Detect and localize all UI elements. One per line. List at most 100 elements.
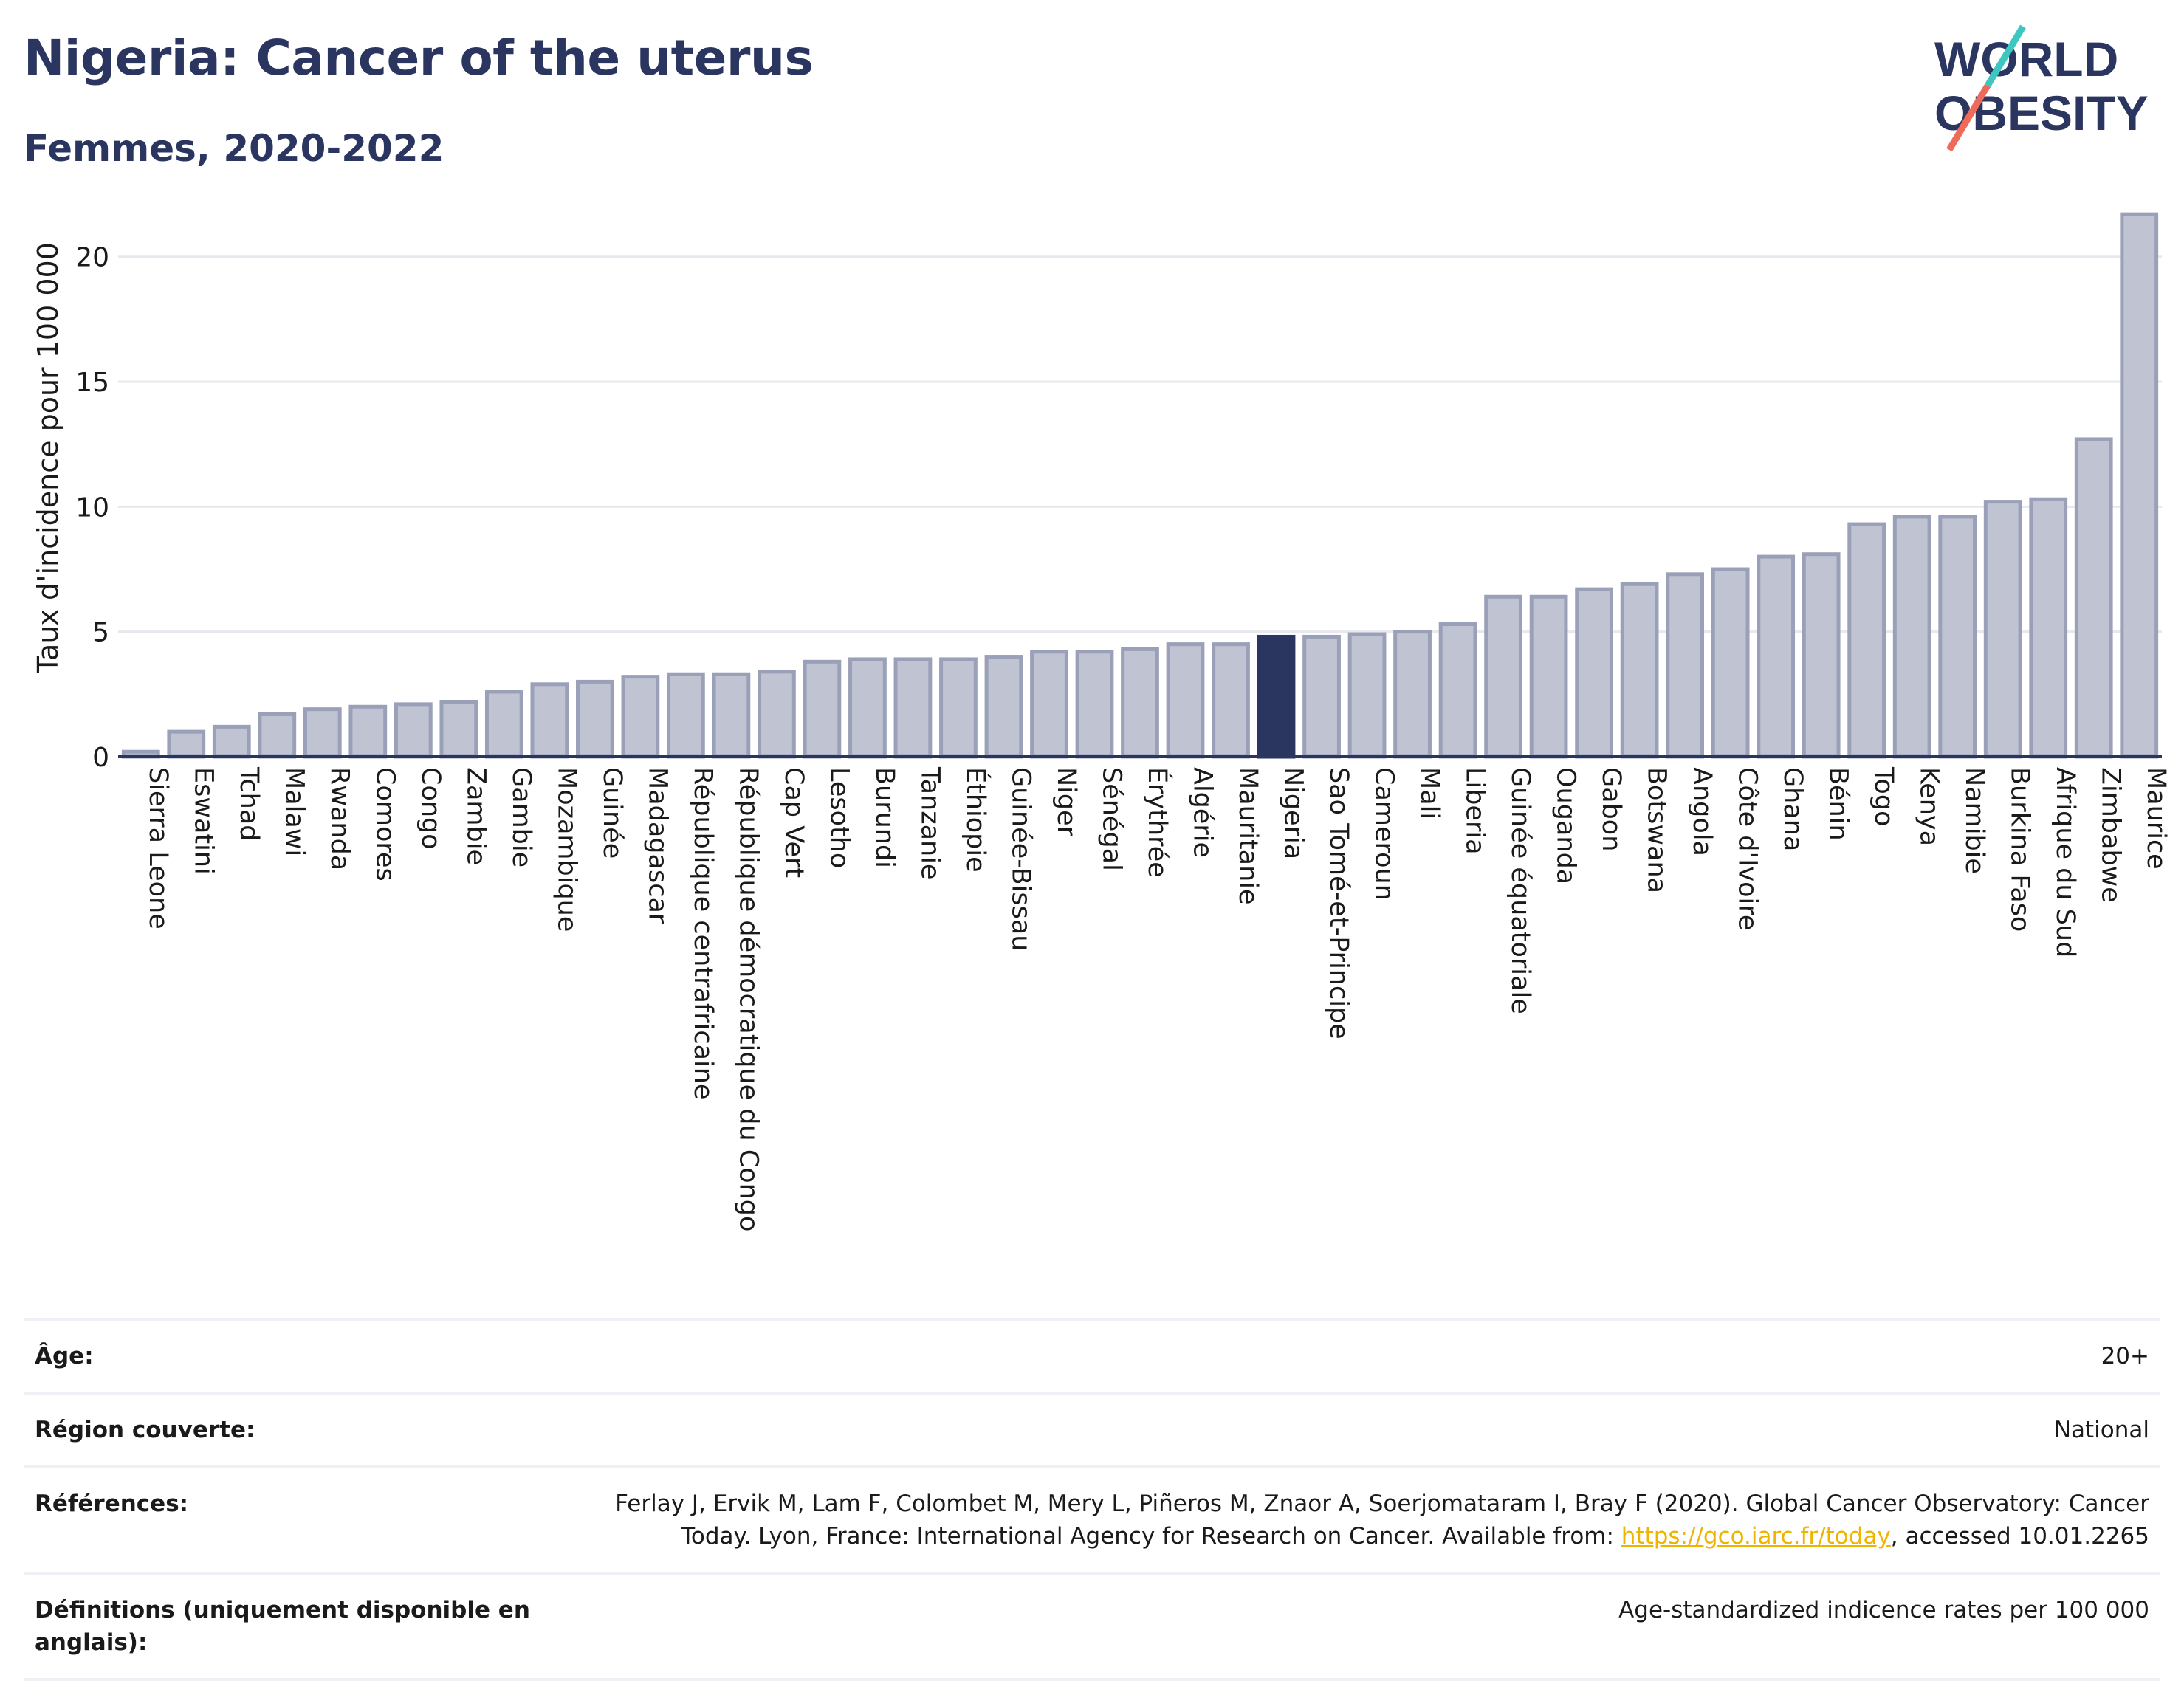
bar	[2074, 437, 2113, 759]
bar	[1983, 500, 2022, 759]
x-tick-label: Côte d'Ivoire	[1733, 767, 1762, 930]
bar	[2120, 212, 2159, 759]
references-label: Références:	[35, 1491, 189, 1517]
x-tick-label: Mauritanie	[1233, 767, 1263, 905]
bar	[758, 670, 796, 759]
x-tick-label: Eswatini	[188, 767, 218, 875]
bar-chart: 0 5 10 15 20 Sierra Leone Eswatini Tchad Malawi…	[32, 212, 2171, 1231]
bar	[893, 657, 933, 759]
bar	[667, 672, 705, 759]
metadata-table: Âge: 20+ Région couverte: National Référ…	[24, 1318, 2160, 1681]
age-value: 20+	[2101, 1343, 2149, 1369]
x-tick-label: Gambie	[506, 767, 536, 867]
bar	[939, 657, 978, 759]
y-tick-label: 5	[92, 618, 109, 648]
logo-slash-coral	[1946, 83, 1991, 152]
bar-highlighted	[1257, 634, 1296, 759]
region-value: National	[2053, 1417, 2149, 1443]
x-tick-label: Comores	[370, 767, 399, 881]
bar	[1529, 594, 1568, 759]
bar	[303, 707, 342, 759]
x-tick-label: Lesotho	[824, 767, 854, 868]
x-tick-labels: Sierra Leone Eswatini Tchad Malawi Rwanda Com…	[143, 766, 2171, 1231]
bar	[1620, 582, 1659, 759]
bar	[212, 724, 251, 759]
x-tick-label: Mozambique	[552, 767, 581, 932]
x-tick-label: Ghana	[1778, 767, 1807, 851]
bars	[118, 212, 2162, 759]
bar	[530, 682, 569, 759]
bar	[1438, 622, 1477, 759]
x-tick-label: Kenya	[1915, 767, 1944, 846]
meta-row-references: Références: Ferlay J, Ervik M, Lam F, Co…	[24, 1465, 2160, 1572]
x-tick-label: République démocratique du Congo	[733, 767, 763, 1231]
y-tick-labels: 0 5 10 15 20	[75, 243, 109, 773]
y-axis-label: Taux d'incidence pour 100 000	[32, 242, 64, 674]
bar	[848, 657, 887, 759]
bar	[712, 672, 751, 759]
bar	[1075, 650, 1114, 759]
bar	[1847, 522, 1886, 759]
x-tick-label: Érythrée	[1142, 767, 1173, 878]
meta-row-region: Région couverte: National	[24, 1392, 2160, 1465]
references-text-before-link: Today. Lyon, France: International Agenc…	[681, 1523, 1621, 1550]
bar	[984, 655, 1023, 759]
region-label: Région couverte:	[35, 1417, 255, 1443]
x-tick-label: République centrafricaine	[688, 767, 718, 1100]
x-tick-label: Congo	[416, 767, 445, 850]
chart-title: Nigeria: Cancer of the uterus	[24, 30, 814, 86]
bar	[1892, 515, 1931, 759]
bar	[1802, 552, 1841, 759]
x-tick-label: Cameroun	[1370, 767, 1399, 901]
x-tick-label: Nigeria	[1279, 767, 1308, 859]
bar	[2029, 497, 2068, 759]
x-tick-label: Ouganda	[1551, 767, 1581, 884]
bar	[1666, 572, 1705, 759]
x-tick-label: Zambie	[461, 767, 490, 865]
references-value: Ferlay J, Ervik M, Lam F, Colombet M, Me…	[548, 1468, 2160, 1572]
x-tick-label: Guinée équatoriale	[1505, 767, 1535, 1014]
bar	[1121, 647, 1159, 759]
chart-subtitle: Femmes, 2020-2022	[24, 127, 444, 170]
x-tick-label: Liberia	[1460, 767, 1490, 855]
references-text-line1: Ferlay J, Ervik M, Lam F, Colombet M, Me…	[615, 1491, 2149, 1517]
x-tick-label: Togo	[1869, 766, 1898, 826]
bar	[167, 729, 206, 759]
x-tick-label: Namibie	[1960, 767, 1989, 874]
y-tick-label: 20	[75, 243, 109, 273]
x-tick-label: Malawi	[279, 767, 309, 856]
x-tick-label: Cap Vert	[779, 767, 808, 878]
bar	[803, 659, 842, 759]
meta-row-age: Âge: 20+	[24, 1318, 2160, 1392]
references-link[interactable]: https://gco.iarc.fr/today	[1621, 1523, 1891, 1550]
x-tick-label: Tchad	[234, 766, 264, 842]
bar	[1711, 567, 1750, 759]
bar	[1575, 587, 1613, 759]
bar	[1938, 515, 1977, 759]
x-tick-label: Sierra Leone	[143, 767, 173, 929]
age-label: Âge:	[35, 1343, 94, 1369]
bar	[1484, 594, 1522, 759]
y-tick-label: 0	[92, 743, 109, 773]
bar	[258, 712, 297, 759]
references-text-after-link: , accessed 10.01.2265	[1890, 1523, 2149, 1550]
y-tick-label: 10	[75, 492, 109, 523]
x-tick-label: Rwanda	[325, 767, 354, 870]
x-tick-label: Zimbabwe	[2096, 767, 2126, 903]
bar	[1393, 630, 1432, 759]
meta-row-definitions: Définitions (uniquement disponible en an…	[24, 1572, 2160, 1681]
x-tick-label: Botswana	[1642, 767, 1672, 893]
x-tick-label: Bénin	[1824, 767, 1853, 841]
bar	[1030, 650, 1068, 759]
bar	[1212, 642, 1250, 759]
logo-slash-teal	[1985, 24, 2026, 88]
world-obesity-logo: WORLD OBESITY	[1934, 24, 2149, 152]
bar	[1347, 632, 1387, 759]
x-tick-label: Gabon	[1596, 767, 1626, 851]
x-tick-label: Angola	[1687, 767, 1717, 856]
definitions-value: Age-standardized indicence rates per 100…	[1618, 1597, 2149, 1623]
bar	[439, 700, 478, 759]
y-tick-label: 15	[75, 368, 109, 398]
bar	[1757, 554, 1796, 759]
bar	[394, 702, 433, 759]
